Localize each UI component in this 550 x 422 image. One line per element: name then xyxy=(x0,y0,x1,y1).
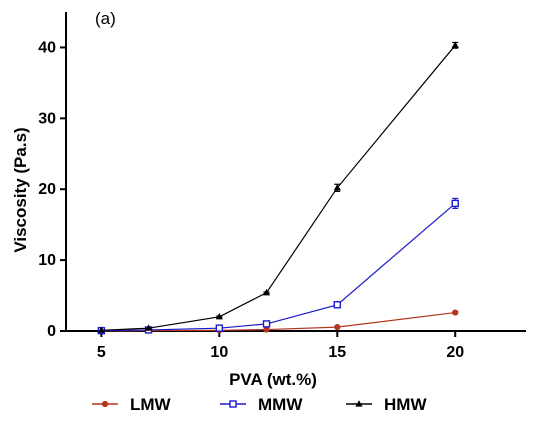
legend-label: LMW xyxy=(130,395,172,414)
legend-marker xyxy=(355,400,363,407)
plot-area xyxy=(97,41,459,335)
data-point xyxy=(334,324,341,331)
data-point xyxy=(262,288,271,296)
legend-label: HMW xyxy=(384,395,427,414)
series-line-mmw xyxy=(101,202,456,332)
y-tick-label: 30 xyxy=(38,110,56,127)
data-point xyxy=(451,41,459,48)
x-tick-label: 20 xyxy=(446,344,464,361)
data-point xyxy=(215,324,224,332)
legend-entry-lmw: LMW xyxy=(92,395,172,414)
data-point xyxy=(262,320,271,328)
legend-entry-mmw: MMW xyxy=(220,395,303,414)
axes: 0 10 20 30 40 5 10 15 20 xyxy=(38,12,526,361)
x-tick-label: 15 xyxy=(328,344,346,361)
data-point xyxy=(263,326,270,333)
y-tick-label: 10 xyxy=(38,252,56,269)
data-point xyxy=(451,199,459,208)
legend-marker xyxy=(101,400,109,408)
series-line-lmw xyxy=(101,311,456,332)
series-mmw xyxy=(97,197,459,335)
data-point xyxy=(97,326,105,333)
data-point xyxy=(333,301,341,309)
y-axis-title: Viscosity (Pa.s) xyxy=(11,127,30,252)
x-tick-label: 5 xyxy=(97,344,106,361)
series-line-hmw xyxy=(101,44,456,331)
legend-entry-hmw: HMW xyxy=(346,395,427,414)
series-hmw xyxy=(97,41,459,333)
x-tick-label: 10 xyxy=(210,344,228,361)
data-point xyxy=(333,184,341,191)
legend-label: MMW xyxy=(258,395,303,414)
y-tick-label: 0 xyxy=(47,323,56,340)
y-tick-label: 20 xyxy=(38,181,56,198)
data-point xyxy=(215,313,223,320)
panel-label: (a) xyxy=(95,9,116,28)
legend: LMW MMW HMW xyxy=(92,395,427,414)
y-tick-label: 40 xyxy=(38,39,56,56)
data-point xyxy=(452,309,459,316)
legend-marker xyxy=(229,400,237,408)
x-axis-title: PVA (wt.%) xyxy=(229,370,317,389)
data-point xyxy=(144,324,153,331)
